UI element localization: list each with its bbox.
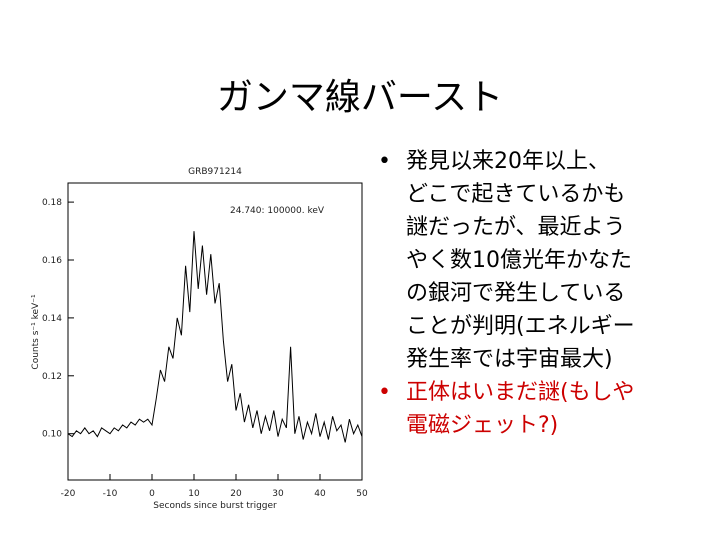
x-tick-label: -10	[103, 489, 118, 499]
x-tick-label: -20	[61, 489, 76, 499]
x-tick-label: 30	[272, 489, 284, 499]
x-tick-label: 10	[188, 489, 200, 499]
bullet-list: • 発見以来20年以上、 どこで起きているかも 謎だったが、最近よう やく数10億光年か…	[376, 145, 635, 442]
bullet-line: 電磁ジェット?)	[406, 413, 559, 438]
bullet-line: ことが判明(エネルギー	[406, 314, 635, 339]
annotation: 24.740: 100000. keV	[230, 206, 325, 216]
bullet-marker: •	[378, 380, 391, 405]
bullet: • 正体はいまだ謎(もしや 電磁ジェット?)	[376, 376, 635, 442]
bullet: • 発見以来20年以上、 どこで起きているかも 謎だったが、最近よう やく数10億光年か…	[376, 145, 635, 376]
bullet-line: 発見以来20年以上、	[406, 149, 610, 174]
bullet-line: やく数10億光年かなた	[406, 248, 632, 273]
y-axis-label: Counts s⁻¹ keV⁻¹	[31, 294, 41, 370]
slide-title: ガンマ線バースト	[216, 77, 504, 118]
x-tick-label: 20	[230, 489, 242, 499]
x-tick-label: 40	[314, 489, 326, 499]
bullet-line: 発生率では宇宙最大)	[406, 347, 613, 372]
y-tick-label: 0.14	[42, 314, 62, 324]
bullet-line: の銀河で発生している	[406, 281, 626, 306]
x-axis-label: Seconds since burst trigger	[153, 501, 277, 511]
y-tick-label: 0.10	[42, 430, 62, 440]
y-tick-label: 0.18	[42, 198, 62, 208]
y-tick-label: 0.12	[42, 372, 62, 382]
bullet-line: 謎だったが、最近よう	[406, 215, 626, 240]
light-curve	[67, 231, 363, 443]
x-tick-label: 50	[356, 489, 368, 499]
chart-title: GRB971214	[188, 167, 242, 177]
plot-frame	[67, 182, 363, 481]
bullet-line: 正体はいまだ謎(もしや	[406, 380, 635, 405]
y-tick-label: 0.16	[42, 256, 62, 266]
bullet-marker: •	[378, 149, 391, 174]
bullet-line: どこで起きているかも	[406, 182, 626, 207]
x-tick-label: 0	[149, 489, 155, 499]
